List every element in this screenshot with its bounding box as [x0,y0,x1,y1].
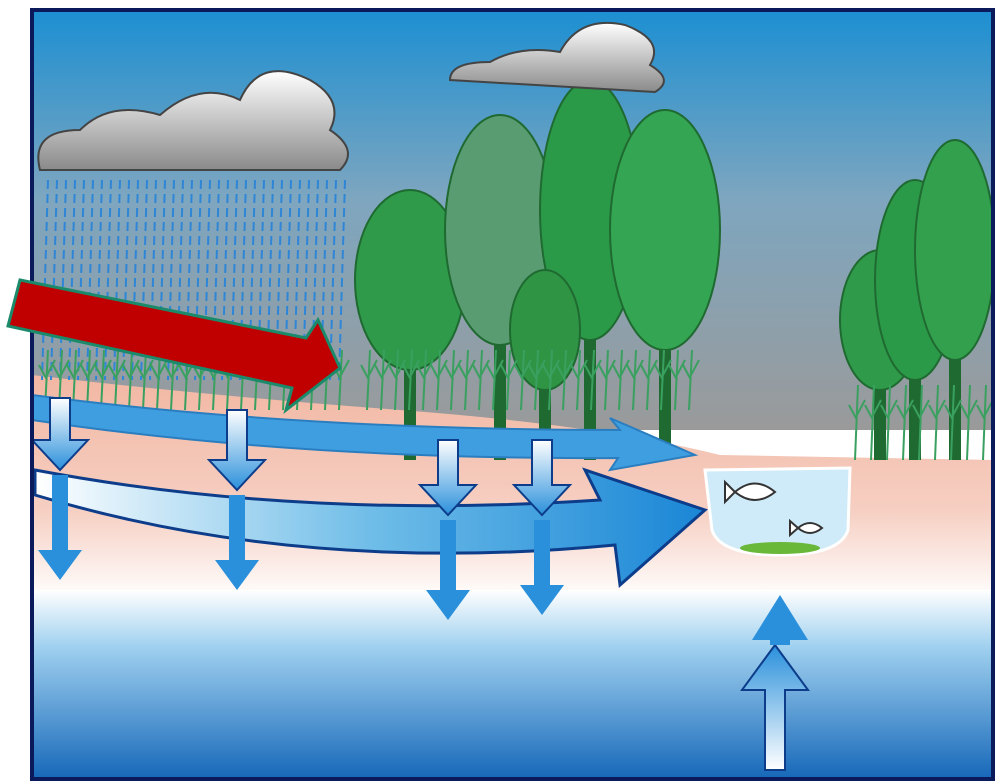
tree-crown [915,140,995,360]
illustration [32,10,995,781]
pond [705,468,850,555]
tree-crown [510,270,580,390]
tree-crown [610,110,720,350]
scene [0,0,995,781]
pond-plants [740,542,820,554]
groundwater [32,590,995,781]
body: (() => { const svg = document.getElement… [0,0,995,781]
page: Water flow illustration {} html, body { … [0,0,995,781]
